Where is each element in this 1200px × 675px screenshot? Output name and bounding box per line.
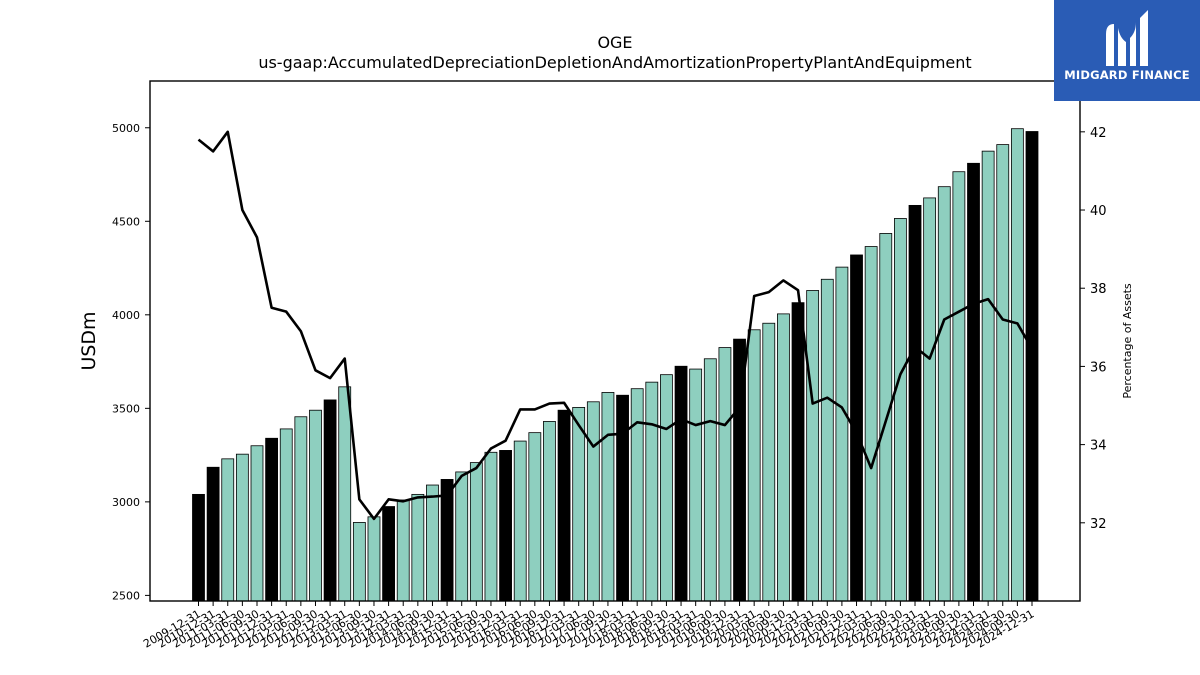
chart-subtitle: us-gaap:AccumulatedDepreciationDepletion… [258,53,971,72]
bar-2018-03-31 [630,388,644,602]
bar-2021-09-30 [835,266,849,602]
midgard-finance-logo: MIDGARD FINANCE [1054,0,1200,101]
y2-tick-label: 32 [1090,517,1107,532]
bar-2011-06-30 [235,453,249,602]
axes-layer: 2500300035004000450050003234363840422009… [112,80,1107,651]
bar-2021-06-30 [820,278,834,602]
bar-2022-12-31 [908,204,922,602]
bar-2023-03-31 [923,197,937,602]
bar-2011-12-31 [265,437,279,602]
bar-2012-06-30 [294,416,308,602]
y-tick-label: 5000 [112,122,140,135]
y-tick-label: 4500 [112,215,140,228]
bar-2010-12-31 [206,466,220,602]
bar-2020-03-31 [747,329,761,602]
bar-2016-09-30 [543,421,556,602]
bar-2017-06-30 [586,401,600,602]
y2-axis-label: Percentage of Assets [1121,283,1134,399]
bar-2016-12-31 [557,409,571,602]
bar-2014-12-31 [440,479,454,602]
y-axis-label: USDm [78,311,100,370]
bar-2022-03-31 [864,246,878,602]
y-tick-label: 3000 [112,496,140,509]
bar-2012-12-31 [323,399,337,602]
brand-name: MIDGARD FINANCE [1064,68,1190,82]
bar-2014-09-30 [426,484,439,602]
bar-2009-12-31 [192,493,205,602]
midgard-mark-icon [1106,10,1148,66]
y2-tick-label: 34 [1090,439,1107,454]
y2-tick-label: 36 [1090,360,1107,375]
bar-2020-06-30 [762,322,776,602]
chart-title: OGE [597,33,632,52]
bar-2013-06-30 [352,522,366,602]
y-tick-label: 2500 [112,589,140,602]
bar-2015-03-31 [455,471,469,602]
bar-2013-12-31 [382,506,395,602]
bar-2013-09-30 [367,516,381,602]
bar-2016-03-31 [513,440,527,602]
bar-2015-06-30 [469,462,483,602]
y-tick-label: 4000 [112,309,140,322]
bar-2017-12-31 [616,394,629,602]
bar-2020-12-31 [791,302,805,602]
bar-2017-09-30 [601,392,615,602]
bars-layer [192,128,1039,602]
bar-2018-09-30 [660,374,673,602]
bar-2016-06-30 [528,432,542,602]
bar-2024-06-30 [996,144,1010,602]
bar-2011-03-31 [221,458,235,602]
bar-2024-03-31 [981,150,995,602]
bar-2020-09-30 [777,313,790,602]
bar-2024-09-30 [1010,128,1024,602]
bar-2012-03-31 [279,428,293,602]
line-layer [197,130,1034,521]
bar-2019-06-30 [703,358,717,602]
bar-2022-09-30 [894,218,907,602]
bar-2014-06-30 [411,493,425,602]
bar-2018-06-30 [645,381,659,602]
bar-2023-09-30 [952,171,966,602]
bar-2023-12-31 [967,162,980,602]
bar-2012-09-30 [309,409,322,602]
bar-2014-03-31 [396,499,410,602]
plot-frame [149,80,1081,602]
y2-tick-label: 42 [1090,126,1107,141]
bar-2019-09-30 [718,347,732,602]
bar-2013-03-31 [338,386,352,602]
y2-tick-label: 40 [1090,204,1107,219]
y2-tick-label: 38 [1090,282,1107,297]
y-tick-label: 3500 [112,402,140,415]
bar-2015-12-31 [499,450,512,602]
bar-2023-06-30 [937,186,951,602]
bar-2015-09-30 [484,451,498,602]
bar-2019-03-31 [689,368,703,602]
bar-2018-12-31 [674,365,688,602]
bar-2011-09-30 [250,445,264,602]
percentage-line [197,130,1034,521]
bar-2017-03-31 [572,406,586,602]
bar-2024-12-31 [1025,131,1039,602]
bar-2021-03-31 [806,290,820,602]
